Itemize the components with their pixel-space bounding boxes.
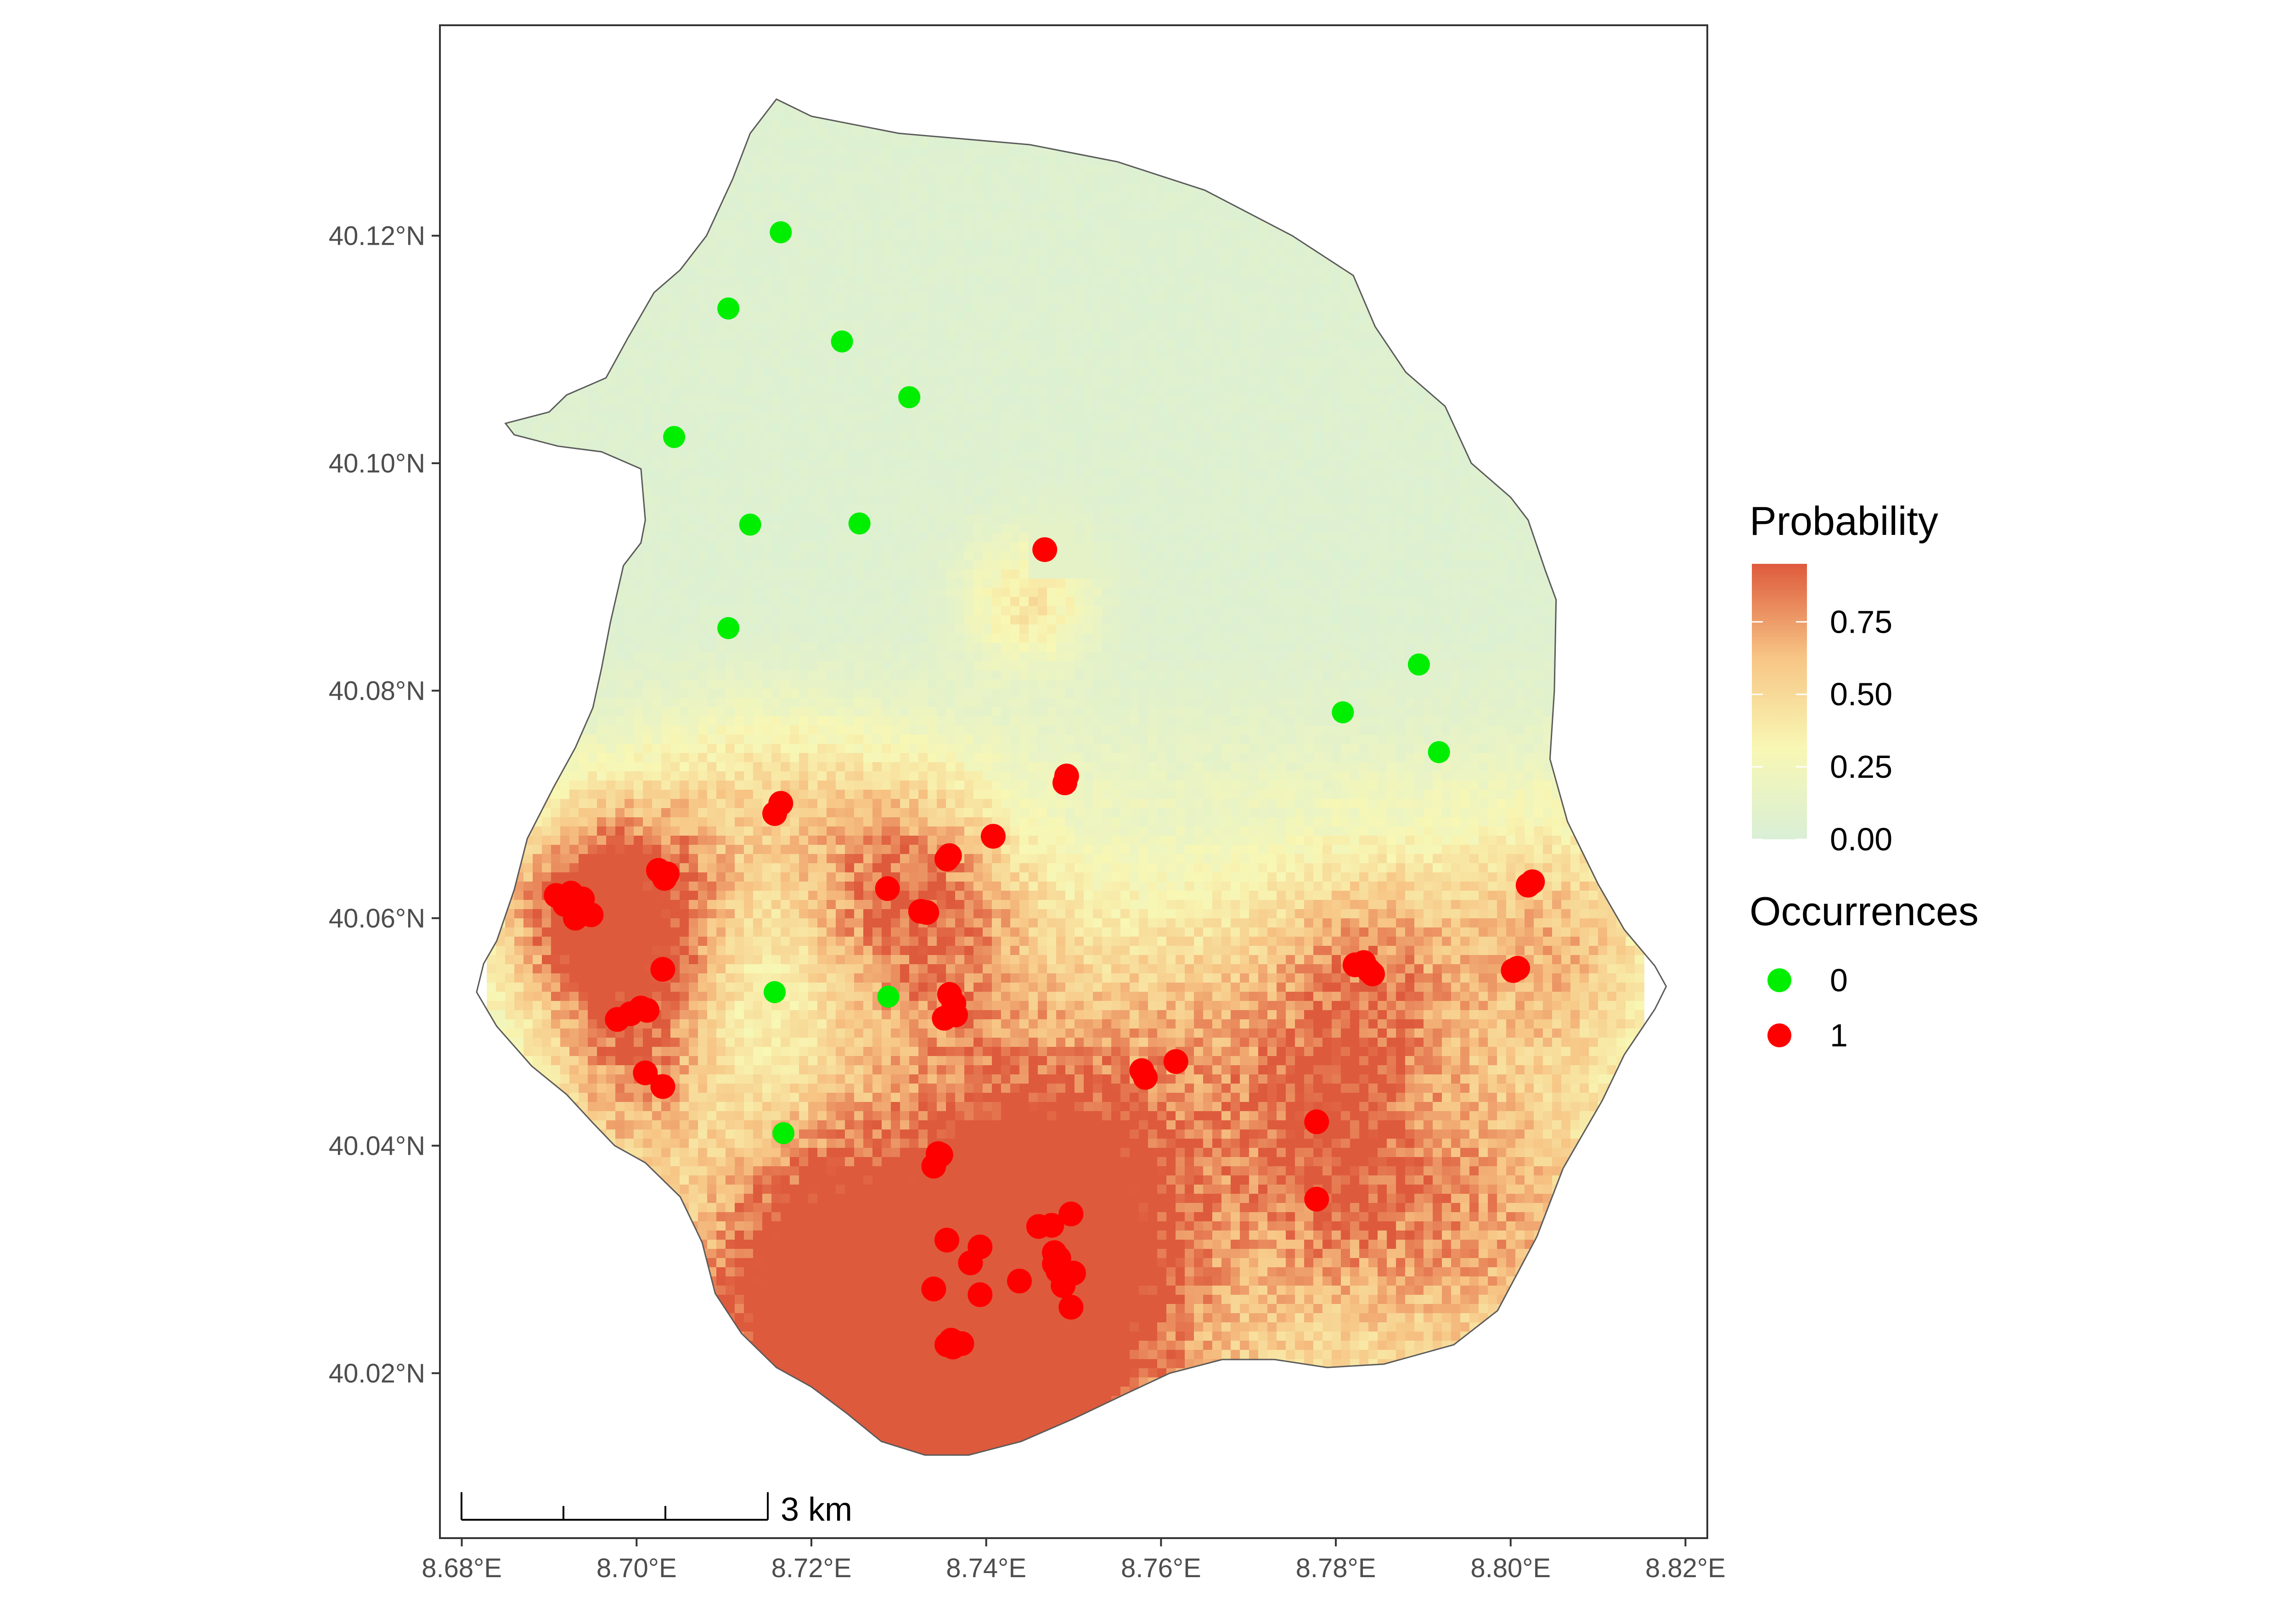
panel-border [439,24,1708,1539]
legend-prob-tick-label-2: 0.50 [1830,676,1892,712]
occurrence-point-present-19 [552,892,578,917]
legend-prob-tick-label-1: 0.25 [1830,749,1892,785]
occurrence-point-present-44 [1356,958,1382,983]
occurrence-point-present-37 [1304,1109,1329,1135]
legend-probability: Probability 0.00 0.25 0.50 0.75 [1750,498,1938,857]
legend-colorbar [1752,564,1807,839]
x-tick-label-5: 8.78°E [1296,1553,1376,1583]
x-tick-label-1: 8.70°E [597,1553,677,1583]
occurrence-point-present-61 [1051,1273,1076,1298]
occurrence-points-present [544,537,1545,1360]
occurrence-point-absent-11 [764,981,786,1003]
occurrence-point-absent-10 [1428,741,1450,764]
occurrence-point-present-29 [633,1060,658,1085]
occurrence-point-present-5 [980,824,1006,849]
occurrence-point-present-28 [932,1006,957,1031]
occurrence-point-present-40 [1515,872,1541,898]
occurrence-point-present-8 [875,876,900,901]
occurrence-points-absent [663,221,1450,1144]
y-tick-label-4: 40.10°N [329,449,425,478]
y-tick-label-0: 40.02°N [329,1359,425,1388]
occurrence-point-present-54 [1039,1213,1064,1238]
occurrence-point-present-10 [914,900,940,925]
scale-bar-label: 3 km [781,1491,852,1528]
occurrence-point-absent-3 [898,386,921,409]
occurrence-point-present-55 [1058,1201,1084,1226]
occurrence-point-absent-6 [848,512,871,535]
y-tick-label-5: 40.12°N [329,221,425,251]
legend-occ-label-1: 1 [1830,1017,1848,1053]
legend-occ-label-0: 0 [1830,962,1848,998]
legend-prob-tick-label-3: 0.75 [1830,604,1892,640]
occurrence-point-absent-4 [663,426,686,448]
occurrence-point-present-52 [1007,1269,1032,1294]
y-tick-label-1: 40.04°N [329,1131,425,1161]
legend-occurrences-title: Occurrences [1750,888,1979,934]
occurrence-point-absent-9 [1332,701,1354,724]
occurrence-point-present-4 [762,801,787,826]
occurrence-point-present-20 [650,957,675,982]
occurrence-point-present-51 [968,1282,993,1307]
occurrence-point-present-33 [1163,1049,1188,1074]
occurrence-point-present-36 [928,1142,953,1168]
occurrence-point-present-50 [921,1276,946,1302]
legend-occ-key-0 [1767,968,1791,992]
occurrence-point-present-62 [1058,1295,1084,1320]
occurrence-point-absent-13 [772,1122,795,1144]
occurrence-point-present-49 [958,1250,983,1275]
occurrence-point-absent-12 [877,985,900,1008]
occurrence-point-present-32 [1133,1065,1158,1090]
legend-occurrences: Occurrences 0 1 [1750,888,1979,1053]
occurrence-point-absent-7 [717,617,740,639]
x-tick-label-0: 8.68°E [422,1553,502,1583]
y-tick-label-2: 40.06°N [329,904,425,933]
x-tick-label-2: 8.72°E [771,1553,852,1583]
study-area-boundary [476,98,1667,1456]
occurrence-point-absent-0 [770,221,792,243]
legend-prob-tick-label-0: 0.00 [1830,821,1892,857]
x-tick-label-6: 8.80°E [1470,1553,1551,1583]
occurrence-point-present-46 [1505,955,1530,981]
x-axis: 8.68°E 8.70°E 8.72°E 8.74°E 8.76°E 8.78°E 8.80… [422,1538,1726,1583]
occurrence-point-present-38 [1304,1186,1329,1212]
y-tick-label-3: 40.08°N [329,676,425,706]
occurrence-point-present-47 [934,1227,959,1253]
scale-bar: 3 km [461,1491,852,1528]
occurrence-point-present-30 [650,1074,675,1099]
y-axis: 40.02°N 40.04°N 40.06°N 40.08°N 40.10°N 40.12… [329,221,440,1388]
occurrence-point-present-24 [618,1001,643,1026]
occurrence-point-present-13 [654,861,680,887]
occurrence-point-absent-5 [739,513,761,536]
x-tick-label-7: 8.82°E [1645,1553,1726,1583]
legend-probability-title: Probability [1750,498,1938,544]
occurrence-point-present-7 [934,847,959,871]
occurrence-point-absent-8 [1407,653,1430,676]
occurrence-point-absent-1 [717,297,740,320]
x-tick-label-4: 8.76°E [1121,1553,1201,1583]
occurrence-point-present-66 [939,1327,964,1353]
occurrence-point-present-0 [1032,537,1058,562]
occurrence-point-present-2 [1052,770,1077,795]
occurrence-point-absent-2 [831,330,853,353]
x-tick-label-3: 8.74°E [946,1553,1026,1583]
legend-occ-key-1 [1767,1023,1791,1047]
